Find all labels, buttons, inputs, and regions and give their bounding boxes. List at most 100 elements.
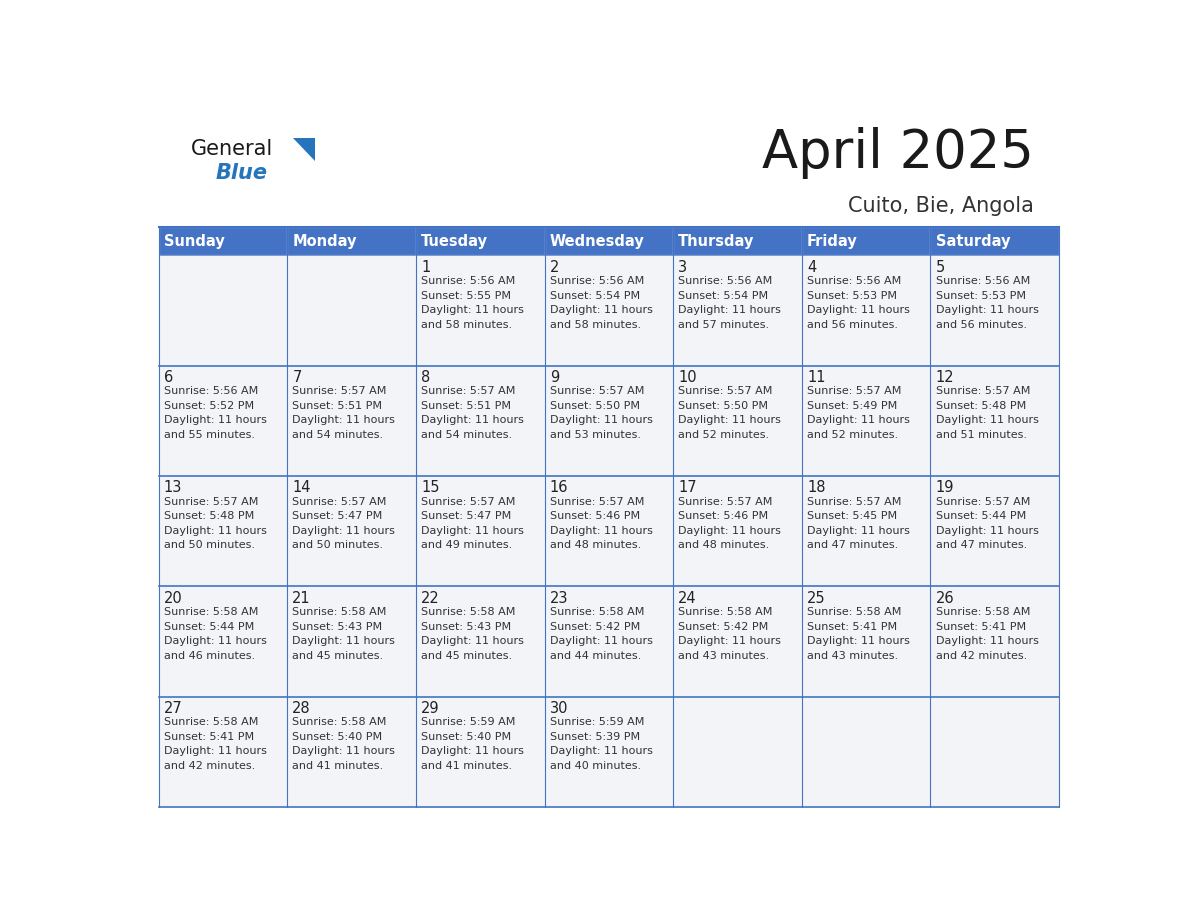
- Text: and 58 minutes.: and 58 minutes.: [421, 319, 512, 330]
- Text: 15: 15: [421, 480, 440, 495]
- Text: Sunset: 5:40 PM: Sunset: 5:40 PM: [292, 732, 383, 742]
- Text: Sunset: 5:55 PM: Sunset: 5:55 PM: [421, 291, 511, 300]
- Text: and 43 minutes.: and 43 minutes.: [678, 651, 770, 661]
- Text: Daylight: 11 hours: Daylight: 11 hours: [550, 305, 652, 315]
- Text: and 56 minutes.: and 56 minutes.: [936, 319, 1026, 330]
- Text: Daylight: 11 hours: Daylight: 11 hours: [936, 305, 1038, 315]
- Bar: [544, 587, 674, 697]
- Text: 24: 24: [678, 590, 697, 606]
- Text: April 2025: April 2025: [763, 127, 1035, 179]
- Bar: [674, 255, 802, 365]
- Bar: [287, 255, 416, 365]
- Bar: [287, 365, 416, 476]
- Text: Daylight: 11 hours: Daylight: 11 hours: [807, 526, 910, 536]
- Text: Sunrise: 5:57 AM: Sunrise: 5:57 AM: [936, 497, 1030, 507]
- Bar: [930, 227, 1060, 255]
- Text: and 48 minutes.: and 48 minutes.: [550, 540, 640, 550]
- Text: Daylight: 11 hours: Daylight: 11 hours: [164, 636, 266, 646]
- Text: and 54 minutes.: and 54 minutes.: [421, 430, 512, 440]
- Text: Daylight: 11 hours: Daylight: 11 hours: [936, 526, 1038, 536]
- Text: Blue: Blue: [216, 162, 268, 183]
- Text: 13: 13: [164, 480, 182, 495]
- Text: Sunset: 5:42 PM: Sunset: 5:42 PM: [678, 621, 769, 632]
- Text: and 41 minutes.: and 41 minutes.: [421, 761, 512, 771]
- Text: Daylight: 11 hours: Daylight: 11 hours: [164, 415, 266, 425]
- Text: Sunrise: 5:58 AM: Sunrise: 5:58 AM: [292, 607, 387, 617]
- Text: Sunset: 5:52 PM: Sunset: 5:52 PM: [164, 401, 254, 411]
- Text: Daylight: 11 hours: Daylight: 11 hours: [164, 526, 266, 536]
- Text: 2: 2: [550, 260, 560, 274]
- Bar: [802, 476, 930, 587]
- Text: Tuesday: Tuesday: [421, 234, 488, 249]
- Text: 5: 5: [936, 260, 944, 274]
- Text: Sunset: 5:40 PM: Sunset: 5:40 PM: [421, 732, 511, 742]
- Text: 10: 10: [678, 370, 697, 385]
- Text: 23: 23: [550, 590, 568, 606]
- Text: Sunset: 5:49 PM: Sunset: 5:49 PM: [807, 401, 897, 411]
- Bar: [544, 476, 674, 587]
- Text: and 50 minutes.: and 50 minutes.: [292, 540, 384, 550]
- Text: Sunrise: 5:59 AM: Sunrise: 5:59 AM: [550, 718, 644, 727]
- Text: Thursday: Thursday: [678, 234, 754, 249]
- Text: and 52 minutes.: and 52 minutes.: [807, 430, 898, 440]
- Bar: [158, 697, 287, 807]
- Bar: [158, 365, 287, 476]
- Text: 21: 21: [292, 590, 311, 606]
- Text: Sunrise: 5:57 AM: Sunrise: 5:57 AM: [678, 386, 772, 397]
- Bar: [416, 476, 544, 587]
- Bar: [930, 365, 1060, 476]
- Text: Sunrise: 5:56 AM: Sunrise: 5:56 AM: [936, 276, 1030, 286]
- Text: 12: 12: [936, 370, 954, 385]
- Text: Sunset: 5:44 PM: Sunset: 5:44 PM: [164, 621, 254, 632]
- Text: Sunset: 5:51 PM: Sunset: 5:51 PM: [421, 401, 511, 411]
- Text: 6: 6: [164, 370, 173, 385]
- Text: and 56 minutes.: and 56 minutes.: [807, 319, 898, 330]
- Polygon shape: [293, 138, 315, 161]
- Text: Sunset: 5:50 PM: Sunset: 5:50 PM: [550, 401, 639, 411]
- Text: Daylight: 11 hours: Daylight: 11 hours: [164, 746, 266, 756]
- Text: 30: 30: [550, 701, 568, 716]
- Text: and 44 minutes.: and 44 minutes.: [550, 651, 640, 661]
- Text: 17: 17: [678, 480, 697, 495]
- Text: Saturday: Saturday: [936, 234, 1010, 249]
- Text: Sunrise: 5:56 AM: Sunrise: 5:56 AM: [807, 276, 902, 286]
- Text: Sunrise: 5:58 AM: Sunrise: 5:58 AM: [164, 718, 258, 727]
- Text: Sunday: Sunday: [164, 234, 225, 249]
- Text: Daylight: 11 hours: Daylight: 11 hours: [807, 415, 910, 425]
- Text: Sunrise: 5:59 AM: Sunrise: 5:59 AM: [421, 718, 516, 727]
- Text: Sunrise: 5:56 AM: Sunrise: 5:56 AM: [678, 276, 772, 286]
- Bar: [287, 476, 416, 587]
- Text: Daylight: 11 hours: Daylight: 11 hours: [550, 415, 652, 425]
- Text: Daylight: 11 hours: Daylight: 11 hours: [292, 746, 396, 756]
- Bar: [416, 697, 544, 807]
- Text: 14: 14: [292, 480, 311, 495]
- Text: Sunset: 5:51 PM: Sunset: 5:51 PM: [292, 401, 383, 411]
- Text: and 41 minutes.: and 41 minutes.: [292, 761, 384, 771]
- Text: Sunset: 5:54 PM: Sunset: 5:54 PM: [550, 291, 640, 300]
- Text: Sunrise: 5:56 AM: Sunrise: 5:56 AM: [164, 386, 258, 397]
- Text: 29: 29: [421, 701, 440, 716]
- Bar: [802, 697, 930, 807]
- Bar: [416, 255, 544, 365]
- Text: and 58 minutes.: and 58 minutes.: [550, 319, 640, 330]
- Bar: [674, 476, 802, 587]
- Bar: [544, 227, 674, 255]
- Bar: [158, 255, 287, 365]
- Text: Daylight: 11 hours: Daylight: 11 hours: [292, 526, 396, 536]
- Text: Daylight: 11 hours: Daylight: 11 hours: [421, 636, 524, 646]
- Text: 28: 28: [292, 701, 311, 716]
- Bar: [802, 365, 930, 476]
- Text: Sunrise: 5:57 AM: Sunrise: 5:57 AM: [164, 497, 258, 507]
- Text: and 52 minutes.: and 52 minutes.: [678, 430, 770, 440]
- Text: Sunrise: 5:57 AM: Sunrise: 5:57 AM: [936, 386, 1030, 397]
- Text: Sunset: 5:47 PM: Sunset: 5:47 PM: [292, 511, 383, 521]
- Text: Sunrise: 5:56 AM: Sunrise: 5:56 AM: [550, 276, 644, 286]
- Text: Sunset: 5:48 PM: Sunset: 5:48 PM: [164, 511, 254, 521]
- Bar: [802, 227, 930, 255]
- Text: Daylight: 11 hours: Daylight: 11 hours: [678, 526, 782, 536]
- Bar: [287, 697, 416, 807]
- Text: and 47 minutes.: and 47 minutes.: [807, 540, 898, 550]
- Text: 26: 26: [936, 590, 954, 606]
- Text: 20: 20: [164, 590, 183, 606]
- Bar: [930, 587, 1060, 697]
